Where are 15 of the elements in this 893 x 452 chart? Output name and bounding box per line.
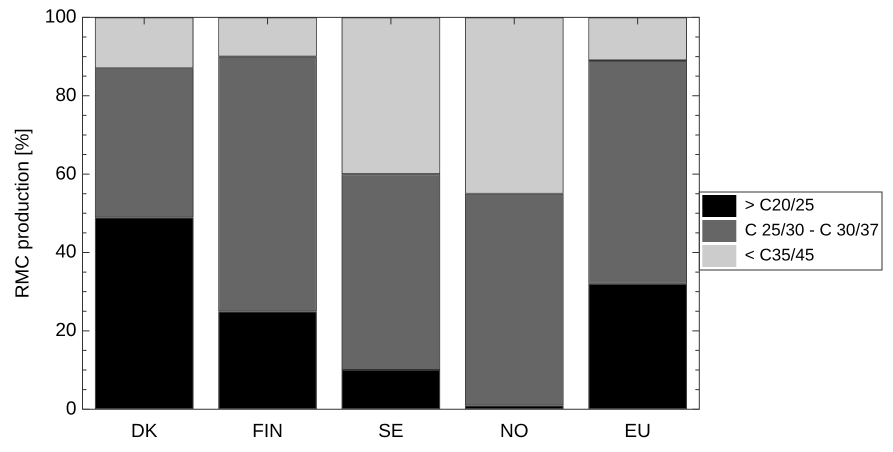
- y-tick-label: 60: [55, 163, 76, 184]
- y-tick-label: 40: [55, 242, 76, 263]
- y-tick-label: 80: [55, 84, 76, 106]
- y-tick-label: 0: [66, 398, 76, 420]
- legend-label: < C35/45: [744, 246, 814, 265]
- legend-label: C 25/30 - C 30/37: [744, 220, 880, 240]
- x-tick-label: EU: [624, 420, 651, 442]
- y-tick-label: 20: [55, 320, 76, 342]
- x-tick-label: SE: [378, 420, 404, 442]
- x-tick-label: DK: [130, 420, 158, 442]
- x-tick-label: FIN: [252, 420, 283, 442]
- y-tick-label: 100: [44, 6, 76, 28]
- x-tick-label: NO: [500, 420, 529, 442]
- y-axis-title: RMC production [%]: [12, 128, 34, 298]
- legend-label: > C20/25: [744, 196, 814, 215]
